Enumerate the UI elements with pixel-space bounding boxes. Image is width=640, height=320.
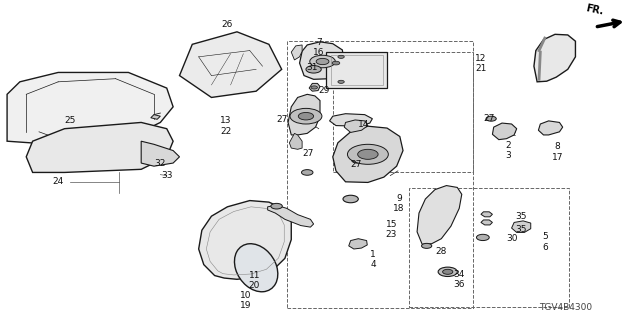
- Text: 26: 26: [221, 20, 233, 28]
- Polygon shape: [511, 221, 531, 232]
- Polygon shape: [534, 34, 575, 82]
- Polygon shape: [291, 45, 302, 60]
- Text: 5
6: 5 6: [542, 232, 548, 252]
- Polygon shape: [481, 212, 492, 217]
- Text: 32: 32: [155, 159, 166, 168]
- Text: 15
23: 15 23: [386, 220, 397, 239]
- Text: 31: 31: [306, 63, 317, 72]
- Polygon shape: [330, 114, 372, 126]
- Polygon shape: [309, 84, 320, 91]
- Text: 13
22: 13 22: [220, 116, 231, 136]
- Polygon shape: [492, 123, 516, 140]
- Text: 27: 27: [276, 115, 287, 124]
- Circle shape: [338, 80, 344, 84]
- Polygon shape: [538, 121, 563, 135]
- Polygon shape: [268, 205, 314, 227]
- Polygon shape: [7, 72, 173, 157]
- Circle shape: [332, 61, 340, 65]
- Polygon shape: [481, 220, 492, 225]
- Circle shape: [358, 149, 378, 159]
- Polygon shape: [333, 126, 403, 182]
- Polygon shape: [141, 141, 179, 166]
- Polygon shape: [151, 115, 161, 119]
- Polygon shape: [344, 120, 368, 132]
- Text: 11
20: 11 20: [248, 270, 260, 290]
- Text: 2
3: 2 3: [506, 141, 511, 160]
- Text: 30: 30: [506, 234, 517, 243]
- Polygon shape: [179, 32, 282, 98]
- Circle shape: [443, 269, 453, 274]
- Text: 12
21: 12 21: [476, 54, 486, 73]
- Text: 34
36: 34 36: [454, 270, 465, 289]
- Bar: [326, 52, 387, 88]
- Circle shape: [486, 116, 496, 121]
- Circle shape: [290, 108, 322, 124]
- Text: 25: 25: [64, 116, 76, 125]
- Circle shape: [422, 244, 432, 248]
- Circle shape: [310, 55, 335, 68]
- Polygon shape: [300, 42, 344, 79]
- Polygon shape: [26, 123, 173, 172]
- Circle shape: [348, 144, 388, 164]
- Polygon shape: [198, 201, 291, 279]
- Circle shape: [476, 234, 489, 241]
- Circle shape: [343, 195, 358, 203]
- Bar: [287, 41, 473, 308]
- Text: 14: 14: [358, 119, 369, 129]
- Circle shape: [271, 204, 282, 209]
- Polygon shape: [288, 94, 320, 135]
- Text: 24: 24: [52, 177, 64, 186]
- Circle shape: [311, 86, 317, 89]
- Bar: [410, 188, 569, 307]
- Text: 33: 33: [161, 171, 173, 180]
- Text: TGV4B4300: TGV4B4300: [540, 303, 593, 312]
- Text: 35: 35: [515, 212, 527, 221]
- Polygon shape: [349, 239, 367, 249]
- Bar: [332, 55, 383, 85]
- Text: 27: 27: [350, 159, 362, 169]
- Text: 27: 27: [303, 149, 314, 158]
- Text: FR.: FR.: [585, 3, 604, 16]
- Circle shape: [298, 112, 314, 120]
- Text: 9
18: 9 18: [394, 194, 405, 213]
- Polygon shape: [289, 133, 302, 149]
- Bar: [333, 52, 473, 172]
- Text: 1
4: 1 4: [370, 250, 376, 269]
- Text: 35: 35: [515, 225, 527, 234]
- Ellipse shape: [234, 244, 278, 292]
- Text: 27: 27: [484, 114, 495, 123]
- Circle shape: [301, 170, 313, 175]
- Circle shape: [352, 158, 362, 163]
- Circle shape: [338, 55, 344, 58]
- Text: 7
16: 7 16: [313, 38, 324, 57]
- Circle shape: [438, 267, 458, 276]
- Text: 10
19: 10 19: [240, 291, 252, 310]
- Polygon shape: [417, 186, 462, 244]
- Circle shape: [306, 66, 321, 73]
- Text: 29: 29: [319, 86, 330, 95]
- Text: 28: 28: [436, 247, 447, 256]
- Circle shape: [316, 58, 329, 65]
- Text: 8
17: 8 17: [552, 142, 563, 162]
